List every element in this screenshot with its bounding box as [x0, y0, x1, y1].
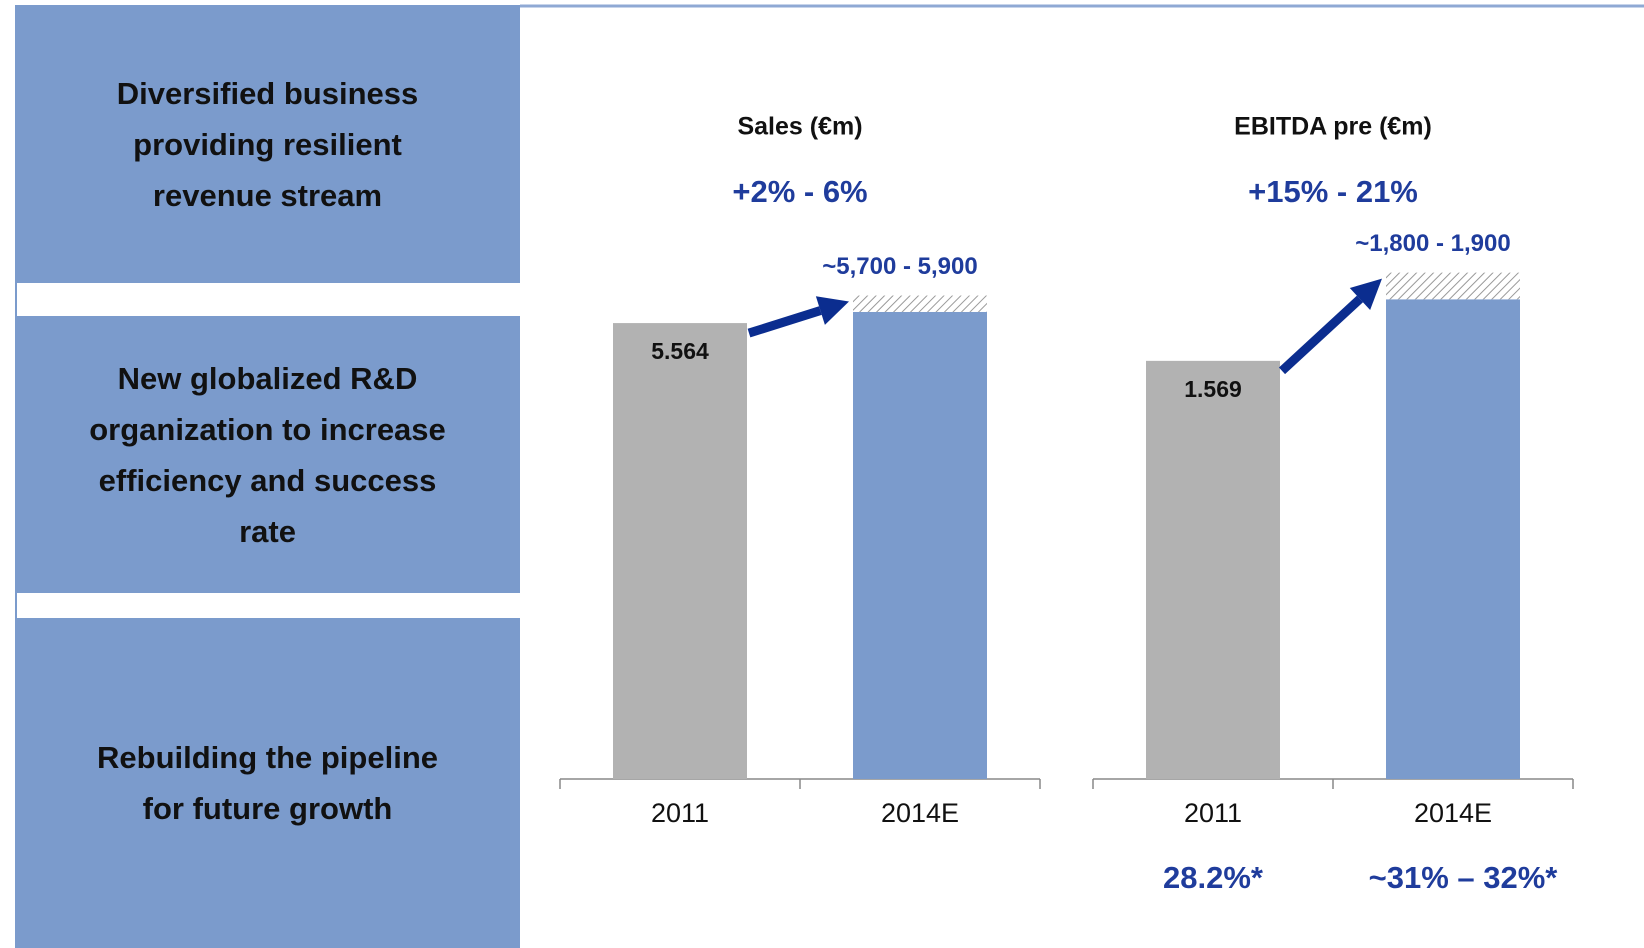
estimate-range [853, 295, 987, 312]
estimate-range [1386, 272, 1520, 300]
estimate-label: ~5,700 - 5,900 [822, 253, 977, 280]
panel-text: Rebuilding the pipeline for future growt… [97, 740, 438, 826]
x-tick-label: 2011 [1184, 798, 1242, 828]
growth-label: +2% - 6% [732, 174, 867, 209]
value-label: 1.569 [1184, 376, 1242, 402]
gap [15, 283, 520, 316]
x-tick-label: 2014E [1414, 798, 1492, 828]
panel-text: New globalized R&D organization to incre… [89, 360, 446, 549]
gap [15, 593, 520, 618]
x-tick-label: 2014E [881, 798, 959, 828]
estimate-bar [853, 311, 987, 779]
arrow-head [815, 296, 849, 325]
panel: Rebuilding the pipeline for future growt… [15, 618, 520, 948]
arrow-shaft [747, 306, 822, 338]
chart-title: Sales (€m) [737, 113, 862, 141]
value-label: 5.564 [651, 338, 709, 364]
panel-text: Diversified business providing resilient… [116, 75, 419, 213]
margin-label: ~31% – 32%* [1369, 860, 1559, 895]
bar [613, 323, 747, 779]
estimate-label: ~1,800 - 1,900 [1355, 230, 1510, 257]
panel: Diversified business providing resilient… [15, 5, 520, 283]
margin-label: 28.2%* [1163, 860, 1264, 895]
x-tick-label: 2011 [651, 798, 709, 828]
chart-title: EBITDA pre (€m) [1234, 113, 1432, 141]
panel: New globalized R&D organization to incre… [15, 316, 520, 593]
bar [1146, 360, 1280, 779]
arrow-shaft [1278, 295, 1363, 375]
growth-label: +15% - 21% [1248, 174, 1418, 209]
estimate-bar [1386, 299, 1520, 779]
arrow-head [1349, 278, 1382, 311]
